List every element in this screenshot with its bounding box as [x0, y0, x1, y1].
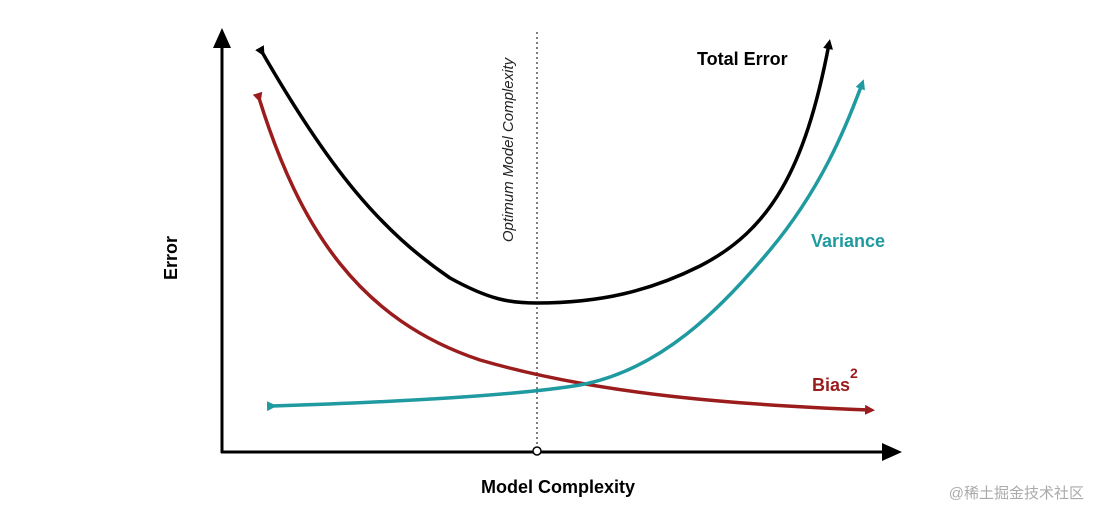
variance-label: Variance	[811, 231, 885, 251]
bias-curve	[252, 91, 875, 415]
total-error-label: Total Error	[697, 49, 788, 69]
y-axis-label: Error	[161, 236, 181, 280]
bias-superscript: 2	[850, 365, 858, 381]
x-axis-label: Model Complexity	[481, 477, 635, 497]
x-axis-arrow	[882, 443, 902, 461]
watermark: @稀土掘金技术社区	[949, 485, 1084, 502]
optimum-point	[532, 446, 542, 456]
variance-curve	[266, 79, 865, 412]
bias-label: Bias2	[812, 365, 858, 395]
optimum-label: Optimum Model Complexity	[500, 56, 517, 242]
total-error-curve	[255, 39, 833, 305]
y-axis-arrow	[213, 28, 231, 48]
bias-text: Bias	[812, 375, 850, 395]
